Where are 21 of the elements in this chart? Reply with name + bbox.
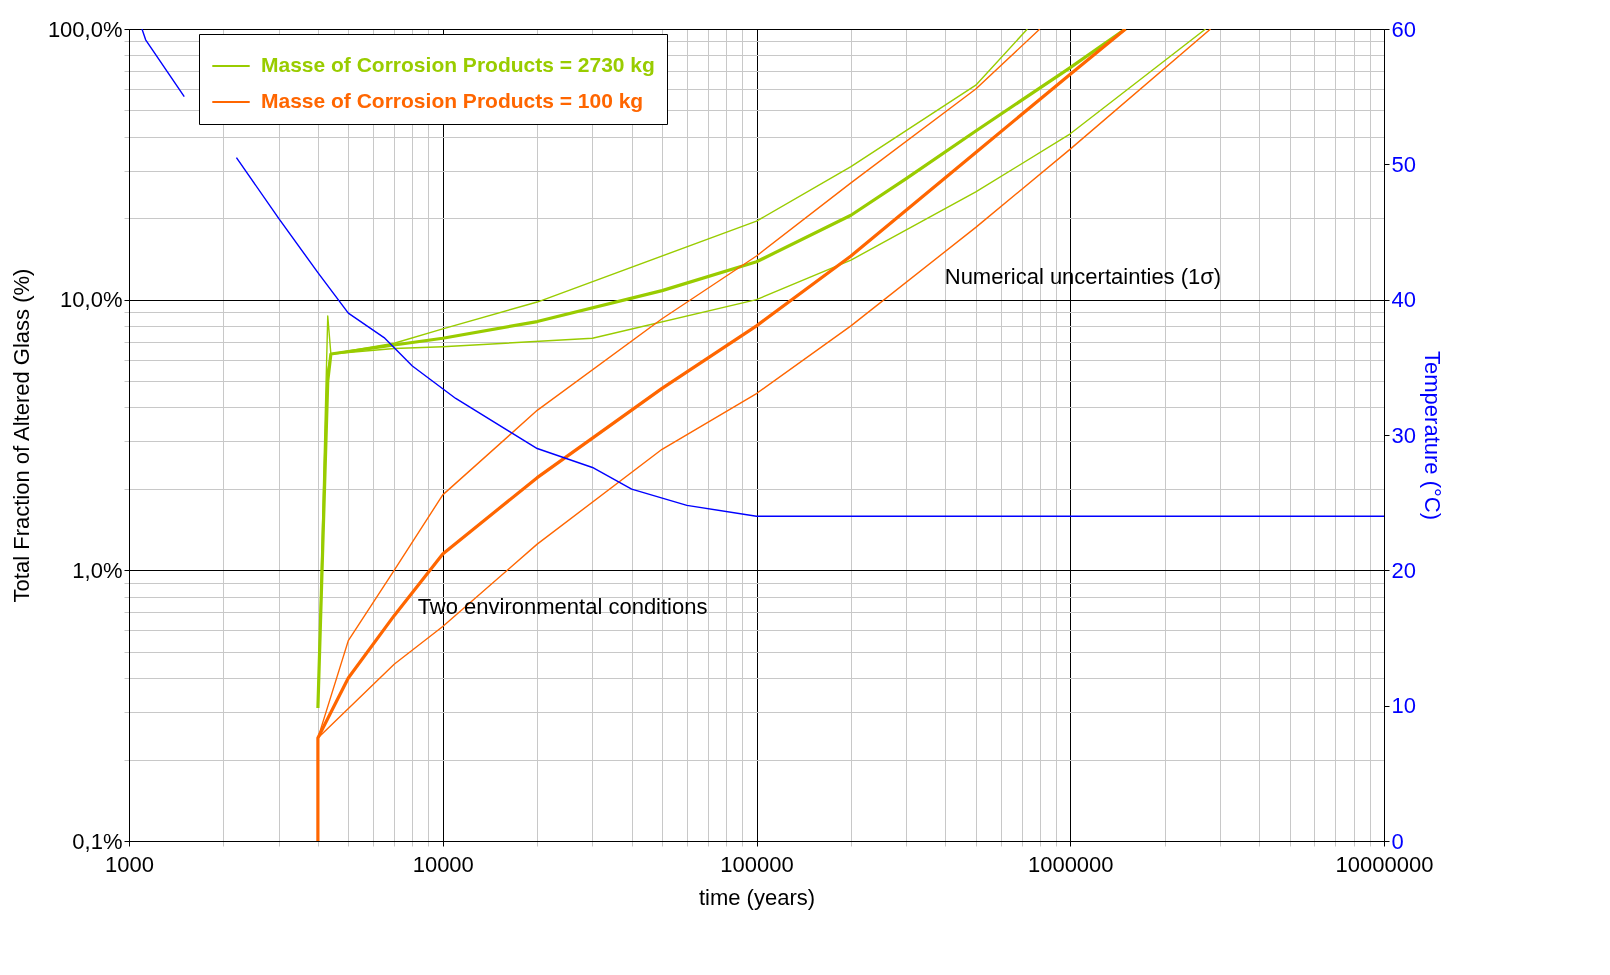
x-axis-title: time (years): [698, 884, 816, 910]
y2-tick-label: 40: [1391, 287, 1416, 313]
y-axis-title: Total Fraction of Altered Glass (%): [8, 268, 34, 603]
y-tick-label: 10,0%: [60, 287, 123, 313]
x-tick-label: 1000000: [1027, 851, 1114, 877]
legend-label: Masse of Corrosion Products = 2730 kg: [261, 53, 655, 76]
x-tick-label: 1000: [105, 851, 154, 877]
y2-tick-label: 50: [1391, 151, 1416, 177]
y2-axis-title: Temperature (°C): [1419, 351, 1445, 520]
y2-tick-label: 30: [1391, 422, 1416, 448]
y2-tick-label: 60: [1391, 16, 1416, 42]
x-tick-label: 10000000: [1335, 851, 1434, 877]
y2-tick-label: 20: [1391, 557, 1416, 583]
x-tick-label: 100000: [720, 851, 794, 877]
y2-tick-label: 10: [1391, 693, 1416, 719]
x-tick-label: 10000: [412, 851, 474, 877]
y-tick-label: 1,0%: [72, 557, 123, 583]
y-tick-label: 100,0%: [47, 16, 123, 42]
y-tick-label: 0,1%: [72, 828, 123, 854]
legend-label: Masse of Corrosion Products = 100 kg: [261, 89, 644, 112]
y2-tick-label: 0: [1391, 828, 1404, 854]
